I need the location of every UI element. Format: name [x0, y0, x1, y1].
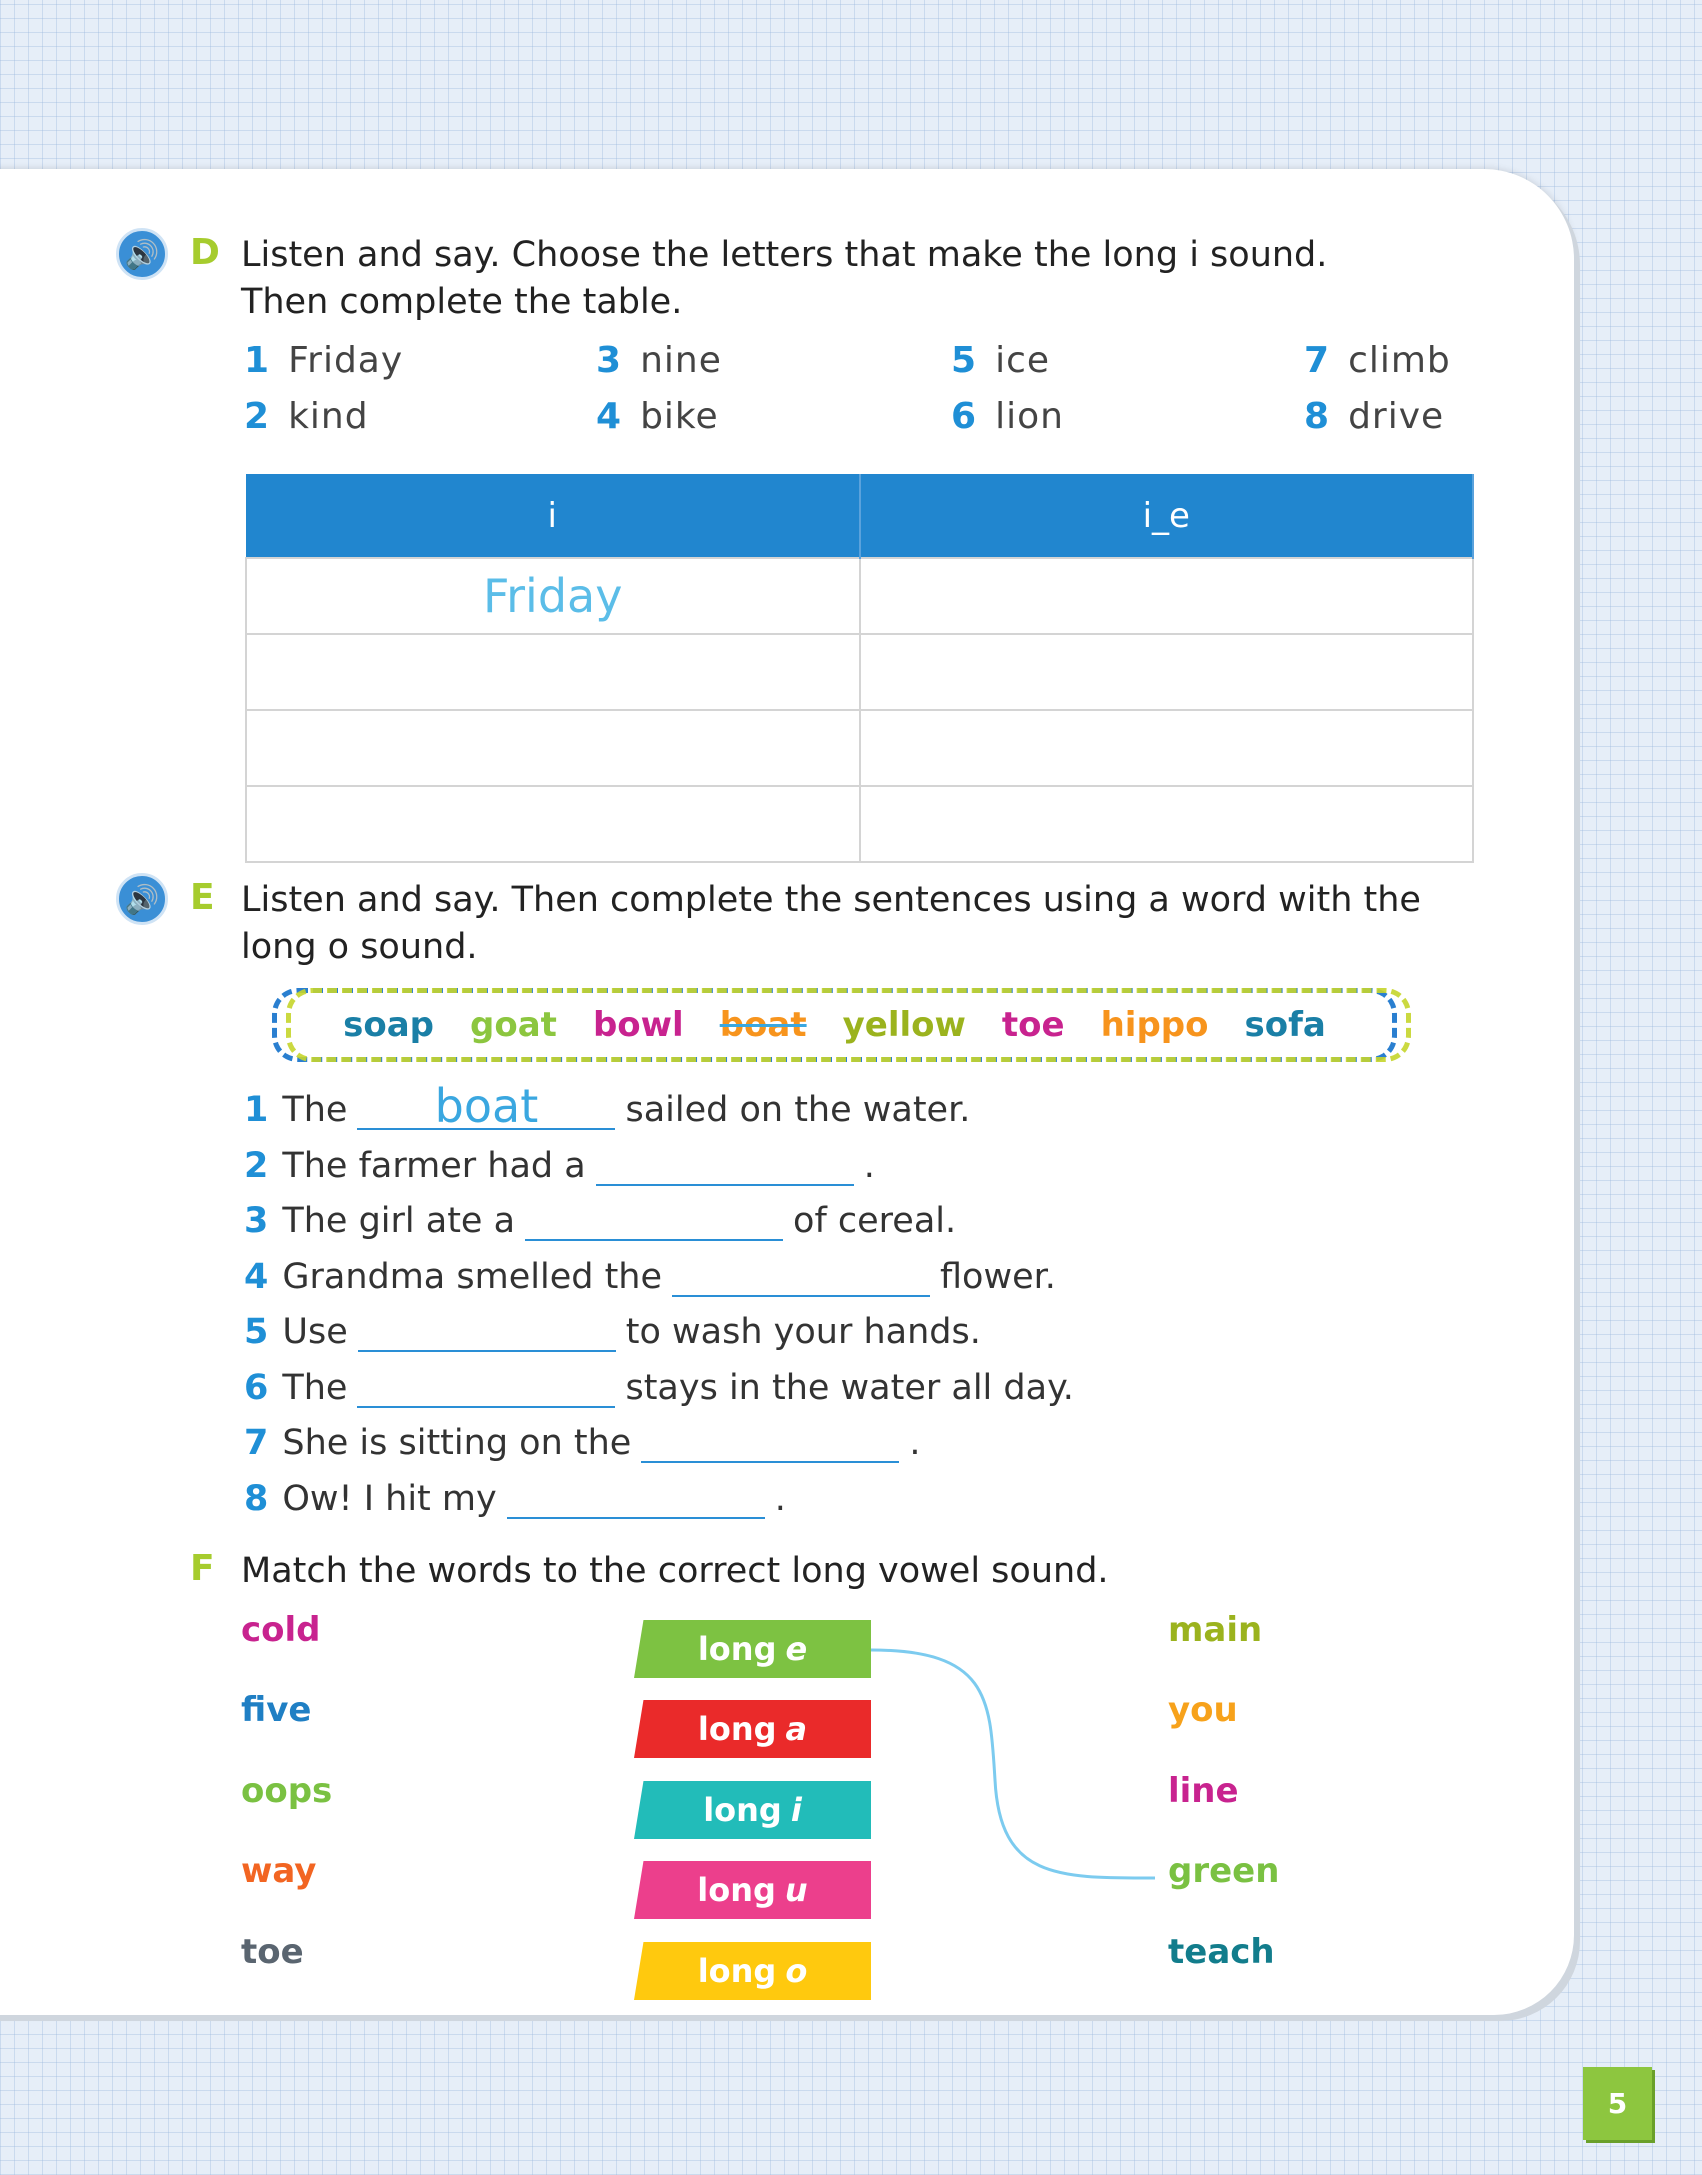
match-word-right[interactable]: you	[1168, 1690, 1238, 1730]
sentence: 5 Use to wash your hands.	[244, 1310, 981, 1352]
word-item: 6 lion	[951, 396, 1064, 437]
table-cell[interactable]	[858, 557, 1474, 635]
answer-blank[interactable]	[672, 1255, 931, 1297]
sentence: 1 The boat sailed on the water.	[244, 1079, 971, 1133]
audio-speaker-icon[interactable]: 🔊	[116, 873, 168, 925]
match-word-left[interactable]: toe	[241, 1932, 304, 1972]
answer-blank[interactable]	[357, 1366, 616, 1408]
sentence: 4 Grandma smelled the flower.	[244, 1255, 1056, 1297]
answer-blank[interactable]	[506, 1477, 765, 1519]
section-f-instruction: Match the words to the correct long vowe…	[241, 1551, 1109, 1591]
vowel-label[interactable]: long u	[634, 1861, 871, 1919]
match-word-right[interactable]: line	[1168, 1771, 1239, 1811]
vowel-label[interactable]: long o	[634, 1942, 871, 2000]
word-bank-item: toe	[1001, 1005, 1065, 1045]
word-item: 2 kind	[244, 396, 369, 437]
section-f-letter: F	[190, 1548, 215, 1589]
answer-blank[interactable]	[641, 1421, 900, 1463]
section-d-instruction: Listen and say. Choose the letters that …	[241, 235, 1328, 322]
section-d-letter: D	[190, 232, 220, 273]
match-word-right[interactable]: main	[1168, 1610, 1263, 1650]
table-row	[245, 633, 1474, 711]
sentence: 2 The farmer had a.	[244, 1144, 875, 1186]
match-word-right[interactable]: green	[1168, 1851, 1280, 1891]
match-word-left[interactable]: five	[241, 1690, 312, 1730]
table-cell[interactable]	[858, 709, 1474, 787]
table-cell[interactable]	[245, 633, 861, 711]
match-word-left[interactable]: way	[241, 1851, 317, 1891]
word-bank-item: yellow	[842, 1005, 966, 1045]
sentence: 6 The stays in the water all day.	[244, 1366, 1074, 1408]
word-bank-item: bowl	[592, 1005, 684, 1045]
page-number: 5	[1583, 2067, 1652, 2140]
word-item: 5 ice	[951, 340, 1051, 381]
table-row	[245, 785, 1474, 863]
table-cell[interactable]	[245, 709, 861, 787]
table-row: Friday	[245, 557, 1474, 635]
answer-blank[interactable]	[357, 1310, 616, 1352]
word-item: 1 Friday	[244, 340, 404, 381]
word-bank-item: soap	[343, 1005, 435, 1045]
word-bank-item: sofa	[1244, 1005, 1326, 1045]
sentence: 7 She is sitting on the.	[244, 1421, 921, 1463]
word-bank-item: goat	[470, 1005, 557, 1045]
sound-table: i i_e Friday	[245, 474, 1474, 863]
table-header-i: i	[246, 474, 861, 558]
word-item: 8 drive	[1304, 396, 1445, 437]
audio-speaker-icon[interactable]: 🔊	[116, 228, 168, 280]
vowel-label[interactable]: long i	[634, 1781, 871, 1839]
table-cell[interactable]: Friday	[245, 557, 861, 635]
vowel-label[interactable]: long e	[634, 1620, 871, 1678]
answer-blank[interactable]	[595, 1144, 854, 1186]
match-word-left[interactable]: cold	[241, 1610, 321, 1650]
word-item: 4 bike	[596, 396, 719, 437]
table-header-i-e: i_e	[859, 474, 1474, 558]
word-bank: soap goat bowl boat yellow toe hippo sofa	[272, 988, 1397, 1062]
section-e-letter: E	[190, 877, 215, 918]
sentence: 8 Ow! I hit my.	[244, 1477, 786, 1519]
table-row	[245, 709, 1474, 787]
table-cell[interactable]	[858, 785, 1474, 863]
answer-blank[interactable]: boat	[357, 1083, 616, 1130]
sentence: 3 The girl ate a of cereal.	[244, 1199, 957, 1241]
answer-blank[interactable]	[525, 1199, 784, 1241]
section-e-instruction: Listen and say. Then complete the senten…	[241, 880, 1421, 967]
word-item: 7 climb	[1304, 340, 1451, 381]
word-item: 3 nine	[596, 340, 722, 381]
match-word-left[interactable]: oops	[241, 1771, 333, 1811]
vowel-label[interactable]: long a	[634, 1700, 871, 1758]
table-cell[interactable]	[245, 785, 861, 863]
word-bank-item: boat	[719, 1005, 807, 1045]
table-cell[interactable]	[858, 633, 1474, 711]
word-bank-item: hippo	[1100, 1005, 1209, 1045]
match-word-right[interactable]: teach	[1168, 1932, 1275, 1972]
